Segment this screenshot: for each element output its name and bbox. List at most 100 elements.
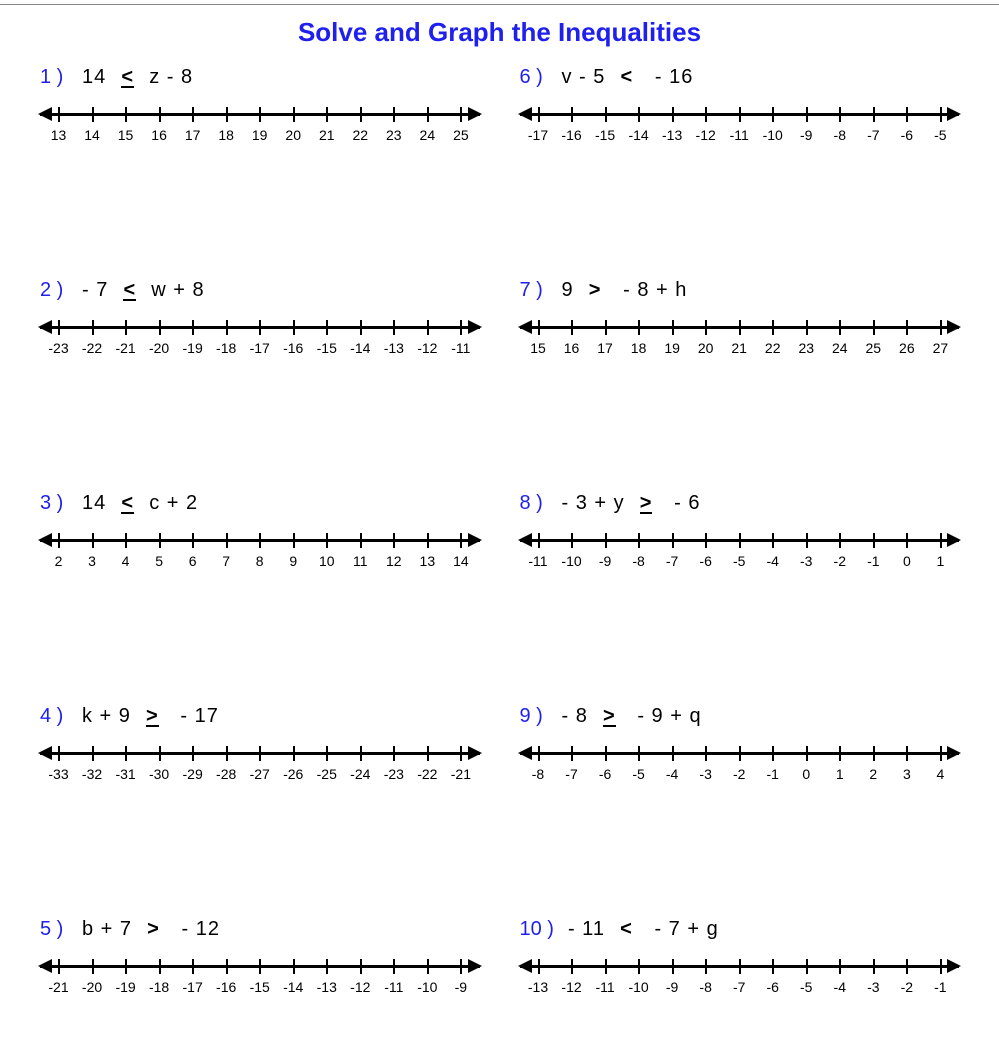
tick-mark: -9 [806, 99, 807, 149]
tick-mark: -12 [571, 951, 572, 1001]
tick-label: 1 [836, 766, 844, 782]
tick-mark: -21 [460, 738, 461, 788]
problem: 4 )k + 9 > - 17-33-32-31-30-29-28-27-26-… [40, 705, 480, 788]
tick-mark: -8 [705, 951, 706, 1001]
tick-container: 13141516171819202122232425 [58, 99, 462, 149]
tick-mark: -7 [672, 525, 673, 575]
tick-label: -2 [733, 766, 745, 782]
tick-label: -7 [666, 553, 678, 569]
tick-label: -11 [595, 979, 614, 995]
tick-label: -14 [350, 340, 370, 356]
tick-label: -6 [901, 127, 913, 143]
tick-label: 19 [664, 340, 680, 356]
tick-mark: 20 [705, 312, 706, 362]
tick-label: 16 [564, 340, 580, 356]
arrow-left-icon [38, 320, 52, 334]
tick-label: -3 [699, 766, 711, 782]
tick-mark: -32 [92, 738, 93, 788]
problem-grid: 1 )14 < z - 8131415161718192021222324256… [0, 66, 999, 1041]
inequality-rhs: - 12 [175, 918, 220, 940]
inequality-rhs: - 9 + q [631, 705, 702, 727]
tick-mark: 1 [940, 525, 941, 575]
tick-mark: -22 [427, 738, 428, 788]
tick-mark: -1 [873, 525, 874, 575]
tick-mark: -23 [58, 312, 59, 362]
tick-label: -32 [82, 766, 102, 782]
tick-mark: 1 [839, 738, 840, 788]
arrow-right-icon [468, 533, 482, 547]
tick-label: -9 [666, 979, 678, 995]
tick-mark: 14 [92, 99, 93, 149]
tick-label: -28 [216, 766, 236, 782]
tick-mark: 8 [259, 525, 260, 575]
tick-container: -23-22-21-20-19-18-17-16-15-14-13-12-11 [58, 312, 462, 362]
inequality-expression: - 3 + y > - 6 [562, 492, 701, 515]
tick-mark: 25 [460, 99, 461, 149]
number-line: 15161718192021222324252627 [520, 312, 960, 362]
tick-mark: 23 [393, 99, 394, 149]
inequality-operator: < [119, 66, 136, 89]
tick-label: -10 [417, 979, 437, 995]
problem-number: 3 ) [40, 492, 68, 515]
inequality-expression: - 11 < - 7 + g [568, 918, 719, 941]
problem: 1 )14 < z - 813141516171819202122232425 [40, 66, 480, 149]
tick-mark: -6 [705, 525, 706, 575]
problem-number: 6 ) [520, 66, 548, 89]
tick-mark: -5 [806, 951, 807, 1001]
arrow-left-icon [518, 107, 532, 121]
tick-mark: -18 [159, 951, 160, 1001]
tick-mark: -29 [192, 738, 193, 788]
tick-mark: -9 [672, 951, 673, 1001]
tick-mark: 24 [839, 312, 840, 362]
tick-mark: 26 [906, 312, 907, 362]
tick-label: -4 [834, 979, 846, 995]
arrow-right-icon [468, 959, 482, 973]
inequality-expression: v - 5 < - 16 [562, 66, 694, 89]
tick-label: -17 [250, 340, 270, 356]
inequality-rhs: - 8 + h [617, 279, 688, 301]
tick-container: -13-12-11-10-9-8-7-6-5-4-3-2-1 [538, 951, 942, 1001]
tick-mark: 7 [226, 525, 227, 575]
tick-mark: -21 [58, 951, 59, 1001]
tick-label: 11 [353, 553, 368, 569]
tick-label: -21 [48, 979, 68, 995]
tick-label: -1 [766, 766, 778, 782]
tick-mark: -2 [906, 951, 907, 1001]
tick-label: 4 [122, 553, 130, 569]
tick-mark: -19 [125, 951, 126, 1001]
tick-mark: 17 [605, 312, 606, 362]
tick-mark: 0 [806, 738, 807, 788]
problem: 3 )14 < c + 2234567891011121314 [40, 492, 480, 575]
tick-label: -16 [561, 127, 581, 143]
tick-label: -1 [867, 553, 879, 569]
tick-label: 22 [352, 127, 368, 143]
tick-label: -4 [766, 553, 778, 569]
tick-mark: -28 [226, 738, 227, 788]
tick-label: 4 [936, 766, 944, 782]
tick-container: -17-16-15-14-13-12-11-10-9-8-7-6-5 [538, 99, 942, 149]
tick-mark: -8 [839, 99, 840, 149]
inequality-rhs: w + 8 [151, 279, 204, 301]
tick-label: -2 [834, 553, 846, 569]
tick-mark: 19 [672, 312, 673, 362]
tick-label: -24 [350, 766, 370, 782]
number-line: 234567891011121314 [40, 525, 480, 575]
arrow-right-icon [947, 107, 961, 121]
tick-mark: -25 [326, 738, 327, 788]
tick-mark: -19 [192, 312, 193, 362]
inequality-operator: > [145, 918, 162, 941]
arrow-left-icon [518, 320, 532, 334]
tick-mark: -12 [427, 312, 428, 362]
tick-mark: 3 [92, 525, 93, 575]
tick-mark: -5 [739, 525, 740, 575]
tick-mark: 21 [739, 312, 740, 362]
tick-label: -11 [730, 127, 749, 143]
tick-mark: -22 [92, 312, 93, 362]
tick-mark: -16 [226, 951, 227, 1001]
tick-label: -13 [662, 127, 682, 143]
tick-mark: -15 [326, 312, 327, 362]
tick-label: 2 [869, 766, 877, 782]
tick-label: -12 [350, 979, 370, 995]
tick-label: -31 [115, 766, 135, 782]
tick-mark: -16 [571, 99, 572, 149]
